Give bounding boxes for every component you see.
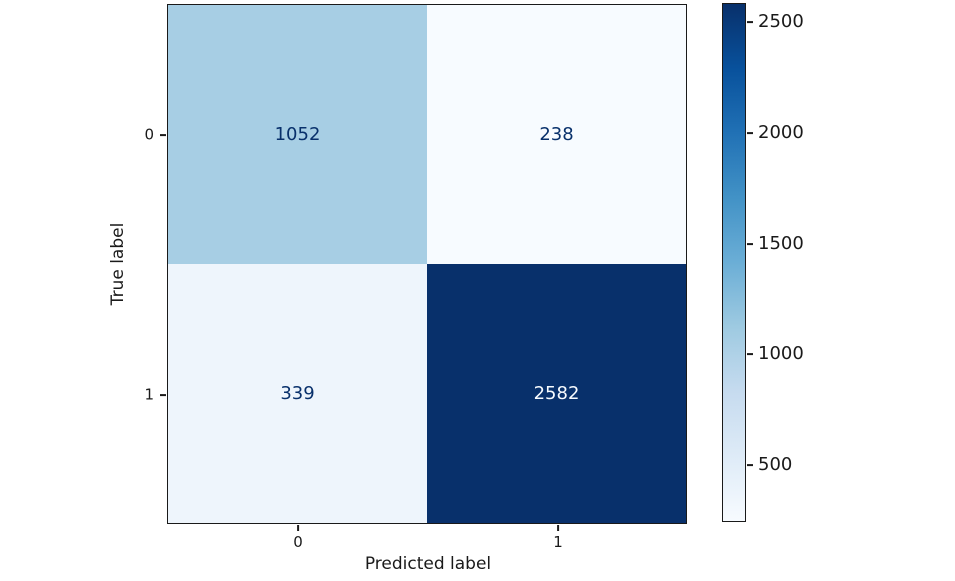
y-tick-label-0: 0 [144,125,154,144]
heatmap-axes: 1052 238 339 2582 0 1 0 1 [144,4,687,550]
y-axis-label: True label [108,222,128,306]
colorbar-tick-label-500: 500 [758,454,793,475]
x-tick-1 [557,524,559,531]
colorbar-tick-2500 [746,21,753,23]
colorbar-tick-label-2000: 2000 [758,122,804,143]
y-tick-0 [160,134,166,136]
x-tick-label-0: 0 [293,533,303,551]
colorbar-gradient [723,4,745,521]
y-tick-1 [160,394,166,396]
x-tick-label-1: 1 [553,533,563,551]
colorbar-tick-500 [746,464,753,466]
cell-true0-pred0: 1052 [168,5,427,264]
cell-true1-pred0: 339 [168,264,427,523]
y-tick-label-1: 1 [144,385,154,404]
colorbar-tick-label-2500: 2500 [758,11,804,32]
colorbar-tick-label-1500: 1500 [758,233,804,254]
colorbar-tick-1000 [746,353,753,355]
colorbar-tick-1500 [746,243,753,245]
cell-true1-pred1: 2582 [427,264,686,523]
colorbar-tick-label-1000: 1000 [758,343,804,364]
colorbar-tick-2000 [746,132,753,134]
x-tick-0 [297,524,299,531]
cell-true0-pred1: 238 [427,5,686,264]
x-axis-label: Predicted label [364,554,492,574]
colorbar: 2500 2000 1500 1000 500 [722,3,804,522]
